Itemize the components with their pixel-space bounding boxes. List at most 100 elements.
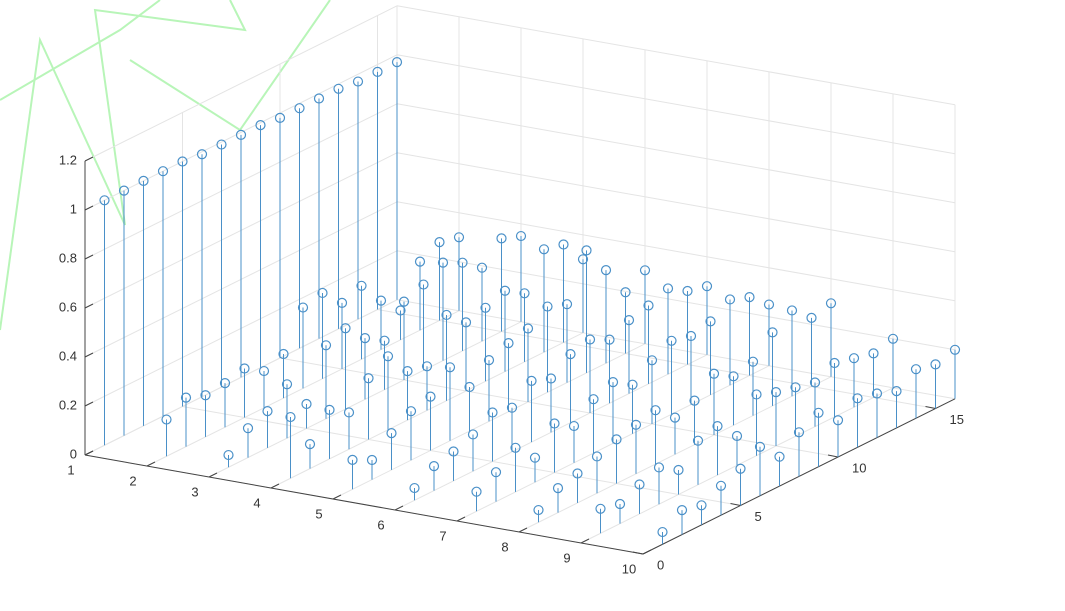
stem-marker [887,333,899,344]
x-tick-label: 10 [622,561,636,576]
stem-marker [496,233,507,244]
stem-marker [480,302,491,313]
stem-marker [196,149,208,160]
stem-marker [793,427,805,438]
stem-marker [437,257,449,268]
stem-marker [434,237,445,248]
stem-marker [239,363,250,374]
z-tick-label: 0.8 [59,250,77,265]
stem-marker [639,265,651,276]
stem-marker [643,300,654,311]
stem-marker [620,287,631,298]
stem-marker [630,419,642,430]
stem-marker [324,404,335,415]
stem-marker [340,323,351,334]
stem-marker [770,387,782,398]
stem-marker [825,298,837,309]
stem-marker [588,394,599,405]
tick-mark [84,156,94,162]
tick-mark [518,527,528,533]
stem-marker [313,93,325,104]
stem-marker [262,406,273,417]
stem-marker [352,76,364,87]
stem-marker [453,232,465,243]
stem-marker [395,305,406,316]
stem-marker [180,392,192,403]
tick-mark [580,538,590,544]
stem-marker [258,365,270,377]
x-tick-label: 9 [563,550,570,565]
stem-marker [581,245,592,256]
stem-marker [391,57,403,68]
tick-mark [146,461,156,467]
stem-marker [871,388,883,399]
stem-marker [522,323,534,334]
tick-mark [827,454,839,458]
tick-mark [208,472,218,478]
stem-marker [868,348,879,359]
z-tick-label: 0.4 [59,348,77,363]
stem-marker [297,302,309,313]
stem-marker [457,257,468,268]
tick-mark [394,505,404,511]
stem-marker [382,351,394,362]
stem-marker [712,421,723,432]
stem-marker [347,454,358,465]
stem-marker [669,412,681,423]
stem-marker [751,389,762,400]
stem-marker [829,357,840,369]
tick-mark [84,303,94,309]
stem-marker [333,83,344,94]
tick-mark [84,352,94,358]
stem-marker [499,285,511,296]
stem-marker [343,407,355,418]
tick-mark [270,483,280,489]
stem-marker [728,371,739,382]
stem-marker [533,504,544,516]
grid-line [396,201,956,302]
stem-marker [386,428,397,439]
stem-marker [558,239,569,250]
stem-marker [421,361,433,372]
stem-marker [735,463,746,474]
stem-marker [930,359,941,370]
stem-marker [662,283,674,294]
stem-marker [118,185,130,196]
stem-marker [405,406,417,417]
stem-marker [418,279,429,290]
stem-marker [476,262,488,273]
stem-marker [790,382,801,393]
grid-line [396,299,956,400]
stem-marker [526,375,537,386]
stem-marker [409,482,420,494]
stem-marker [577,254,589,265]
stem-marker [611,434,622,445]
stem-marker [379,335,390,346]
tick-mark [84,205,94,211]
stem-marker [657,526,668,538]
stem-marker [682,285,693,297]
grid-line [396,250,956,351]
stem-marker [398,296,410,307]
tick-mark [84,401,94,407]
stem-marker [366,454,378,466]
stem-marker [666,335,677,346]
stem-marker [591,451,603,462]
stem-marker [848,353,860,364]
x-tick-label: 3 [191,484,198,499]
stem-marker [646,355,658,366]
stem-marker [692,435,704,446]
stem-marker [317,287,328,299]
stem-marker [747,356,759,367]
grid-line [182,406,741,506]
stem-marker [949,344,961,355]
stem-marker [460,317,472,328]
stem-marker [701,281,713,292]
stem-marker [604,334,615,345]
grid-line [396,103,956,204]
stem-marker [363,373,374,384]
stem-marker [138,175,149,186]
stem-marker [336,297,348,308]
stem-marker [754,441,766,452]
z-tick-label: 1 [70,201,77,216]
